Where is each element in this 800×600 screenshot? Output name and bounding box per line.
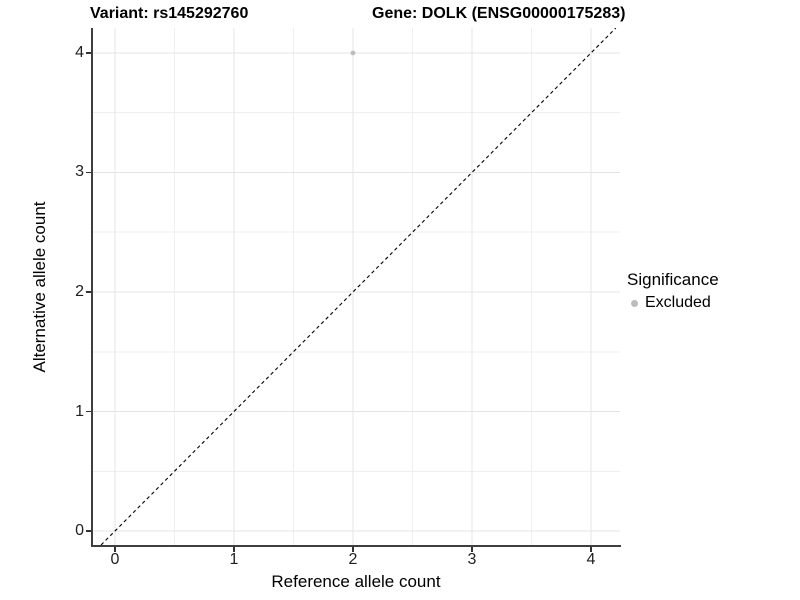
x-tick-label: 1 (229, 551, 239, 568)
plot-panel (92, 27, 620, 546)
x-axis-title: Reference allele count (271, 572, 441, 591)
x-tick-label: 4 (586, 551, 596, 568)
legend-title: Significance (627, 270, 719, 289)
plot-canvas (92, 27, 620, 546)
x-tick-mark (114, 547, 116, 552)
y-axis-line (91, 28, 93, 547)
x-tick-mark (471, 547, 473, 552)
y-tick-label: 4 (75, 43, 84, 61)
legend: Significance Excluded (627, 270, 719, 312)
plot-title-gene: Gene: DOLK (ENSG00000175283) (372, 5, 626, 22)
x-axis-line (91, 545, 621, 547)
x-tick-mark (590, 547, 592, 552)
x-tick-mark (352, 547, 354, 552)
y-tick-mark (86, 171, 91, 174)
y-tick-mark (86, 52, 91, 54)
y-tick-mark (86, 530, 91, 532)
legend-point-icon (631, 299, 638, 307)
x-tick-mark (233, 547, 235, 552)
y-tick-label: 0 (75, 522, 84, 540)
y-tick-mark (86, 291, 91, 293)
legend-entry-excluded: Excluded (627, 294, 719, 312)
y-tick-label: 2 (75, 282, 84, 300)
y-axis-title: Alternative allele count (30, 201, 49, 373)
plot-title-variant: Variant: rs145292760 (90, 5, 249, 22)
x-tick-label: 0 (110, 551, 120, 568)
y-tick-label: 1 (75, 402, 84, 420)
legend-entry-label: Excluded (645, 294, 711, 311)
x-tick-label: 3 (467, 551, 477, 568)
identity-line (100, 27, 617, 546)
data-point (350, 50, 356, 56)
y-tick-label: 3 (75, 163, 84, 181)
y-tick-mark (86, 410, 91, 413)
x-tick-label: 2 (348, 551, 358, 568)
